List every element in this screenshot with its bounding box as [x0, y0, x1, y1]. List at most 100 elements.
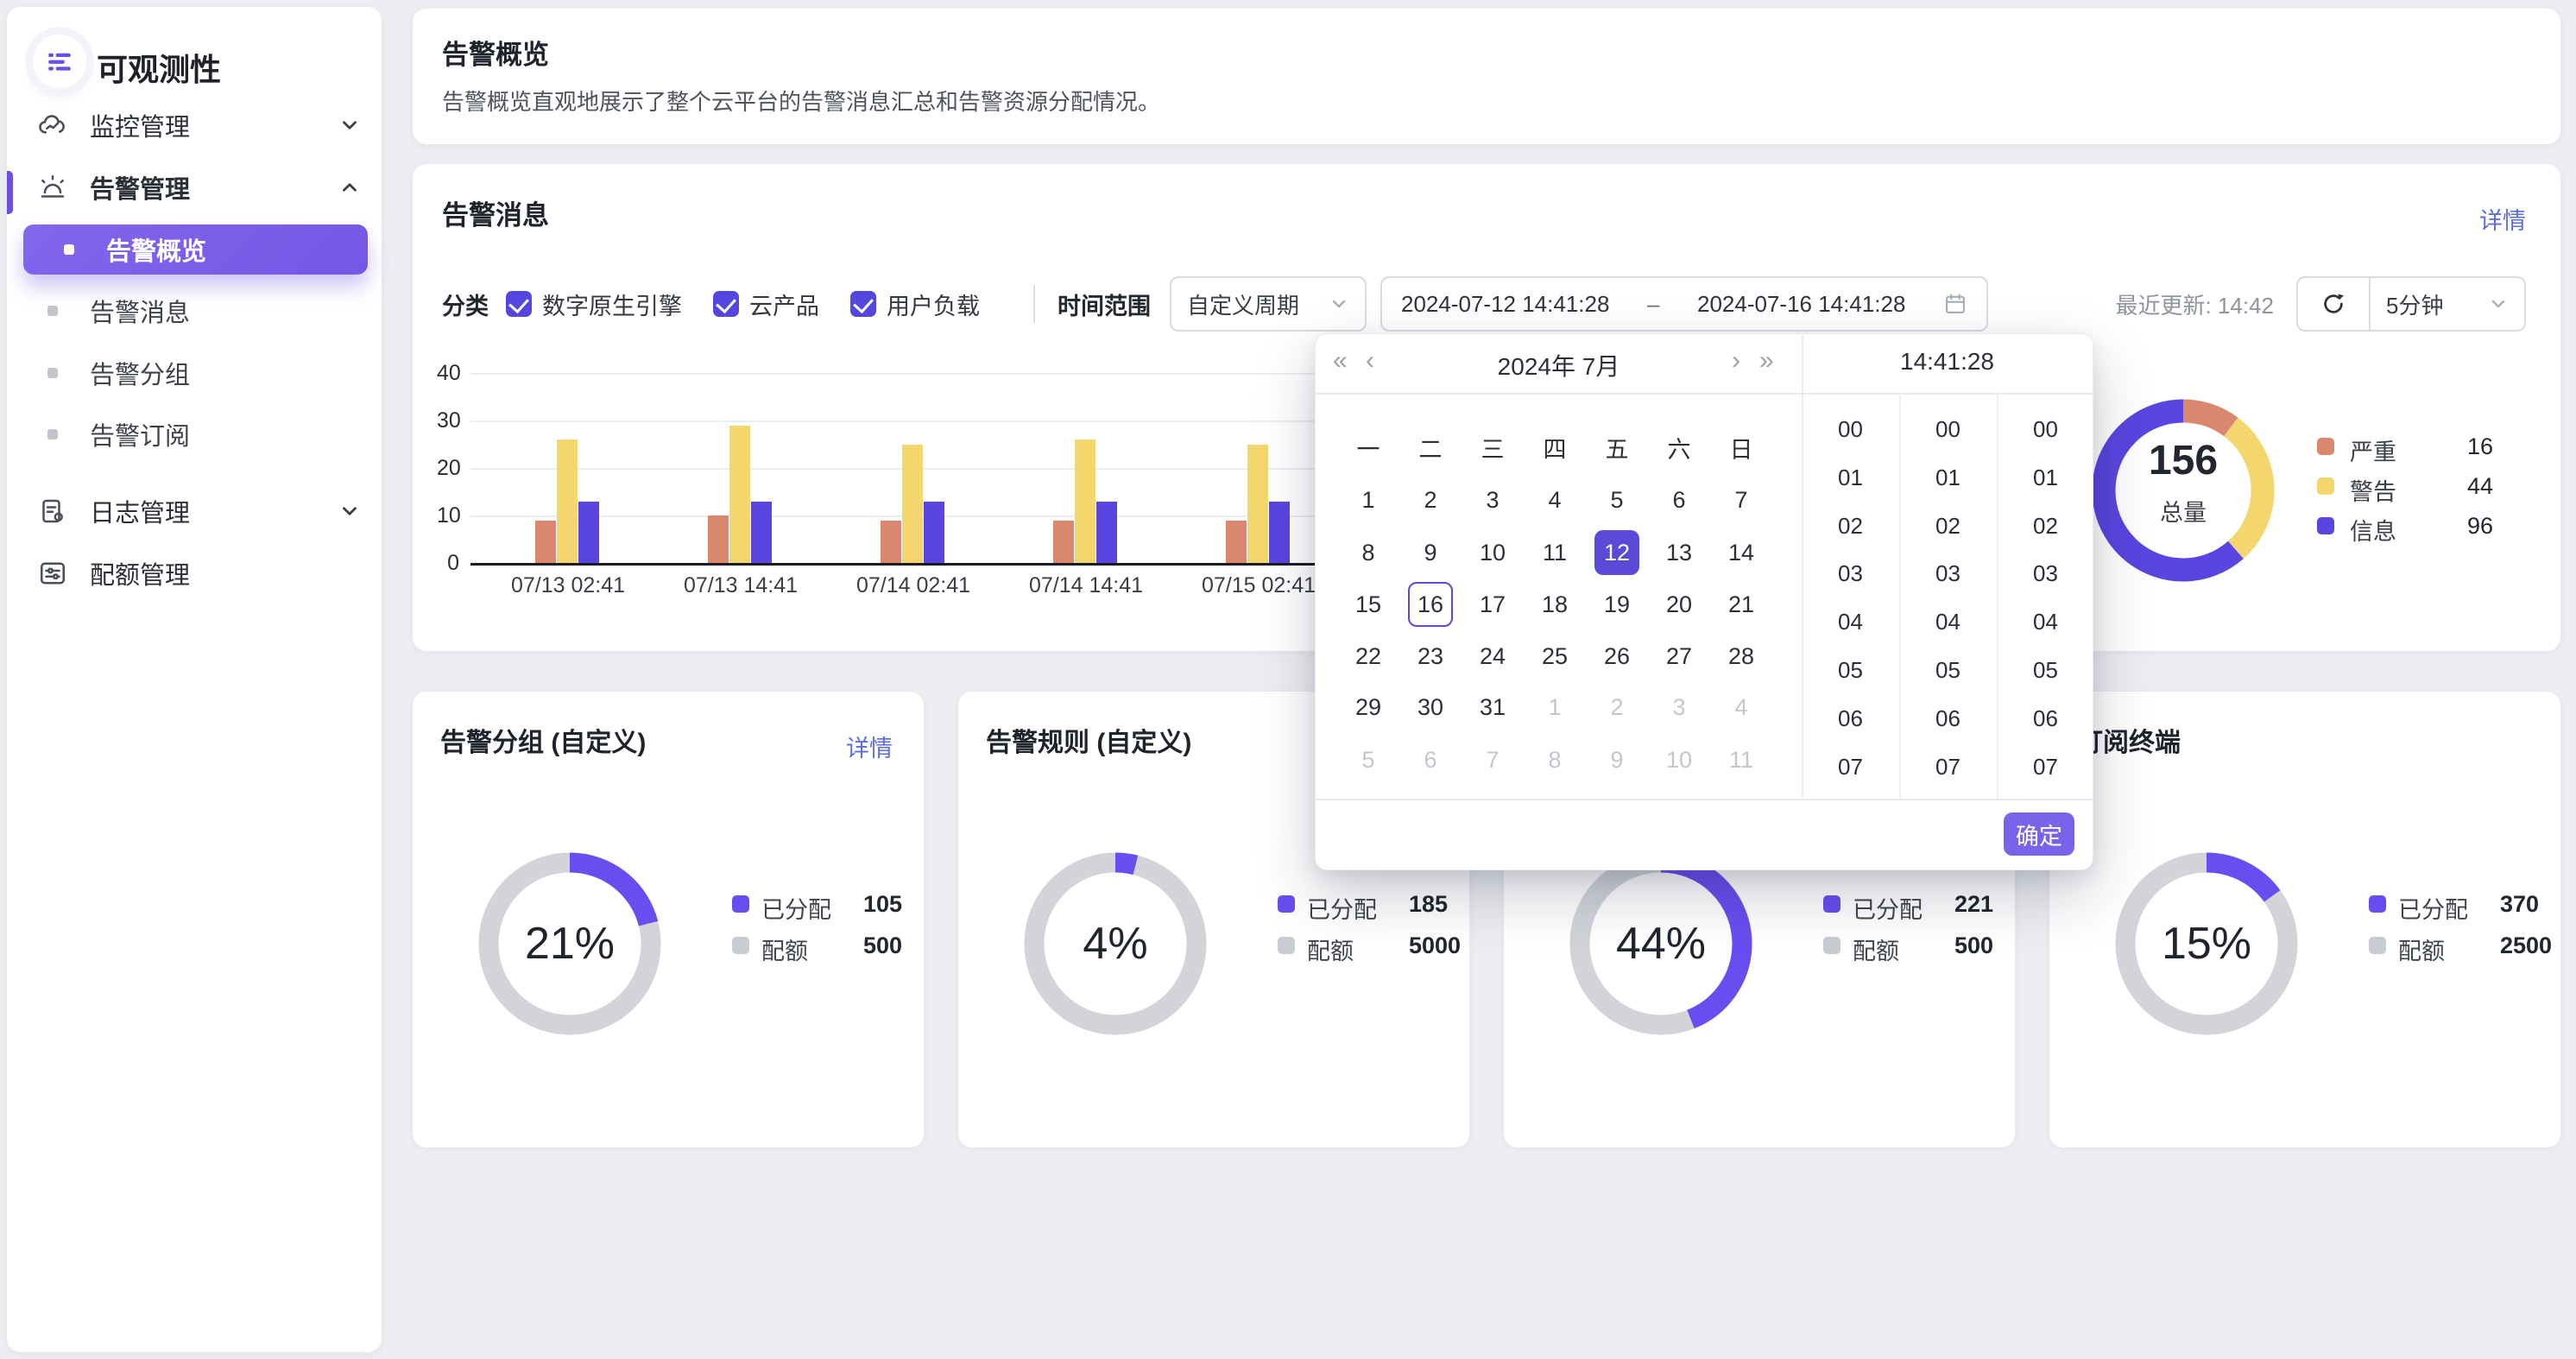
refresh-interval-value: 5分钟 [2386, 288, 2443, 320]
second-option-05[interactable]: 05 [1997, 657, 2094, 684]
allocated-label: 已分配 [761, 891, 831, 925]
day-cell-6-muted[interactable]: 6 [1408, 737, 1453, 782]
sidebar-item-告警概览[interactable]: 告警概览 [23, 224, 368, 275]
category-checkbox[interactable] [713, 291, 739, 317]
day-cell-18[interactable]: 18 [1532, 582, 1577, 627]
sidebar-item-label: 监控管理 [90, 107, 190, 143]
day-cell-3[interactable]: 3 [1470, 477, 1515, 522]
second-option-06[interactable]: 06 [1997, 705, 2094, 732]
day-cell-30[interactable]: 30 [1408, 685, 1453, 730]
sidebar-title: 可观测性 [97, 45, 221, 90]
second-option-02[interactable]: 02 [1997, 513, 2094, 540]
day-cell-4[interactable]: 4 [1532, 477, 1577, 522]
sidebar-item-告警管理[interactable]: 告警管理 [7, 162, 382, 212]
hour-option-06[interactable]: 06 [1802, 705, 1899, 732]
day-cell-2-muted[interactable]: 2 [1594, 685, 1639, 730]
minute-option-00[interactable]: 00 [1899, 416, 1997, 443]
day-cell-4-muted[interactable]: 4 [1719, 685, 1764, 730]
minute-option-02[interactable]: 02 [1899, 513, 1997, 540]
sub-item-bullet [47, 429, 58, 439]
day-cell-5-muted[interactable]: 5 [1346, 737, 1391, 782]
day-cell-26[interactable]: 26 [1594, 634, 1639, 679]
day-cell-21[interactable]: 21 [1719, 582, 1764, 627]
quota-card-details-link[interactable]: 详情 [846, 730, 893, 763]
second-option-03[interactable]: 03 [1997, 560, 2094, 587]
second-option-01[interactable]: 01 [1997, 465, 2094, 491]
hour-option-05[interactable]: 05 [1802, 657, 1899, 684]
day-cell-11-muted[interactable]: 11 [1719, 737, 1764, 782]
day-cell-13[interactable]: 13 [1657, 530, 1702, 575]
day-cell-3-muted[interactable]: 3 [1657, 685, 1702, 730]
minute-option-03[interactable]: 03 [1899, 560, 1997, 587]
day-cell-7[interactable]: 7 [1719, 477, 1764, 522]
day-cell-27[interactable]: 27 [1657, 634, 1702, 679]
sidebar-item-告警订阅[interactable]: 告警订阅 [7, 409, 382, 459]
day-cell-1[interactable]: 1 [1346, 477, 1391, 522]
sidebar-item-label: 告警概览 [106, 231, 206, 268]
day-cell-8-muted[interactable]: 8 [1532, 737, 1577, 782]
day-cell-29[interactable]: 29 [1346, 685, 1391, 730]
day-cell-14[interactable]: 14 [1719, 530, 1764, 575]
day-cell-12-selected[interactable]: 12 [1594, 530, 1639, 575]
category-checkbox[interactable] [506, 291, 532, 317]
hour-option-04[interactable]: 04 [1802, 609, 1899, 635]
day-cell-11[interactable]: 11 [1532, 530, 1577, 575]
sidebar-item-监控管理[interactable]: 监控管理 [7, 100, 382, 150]
sidebar-item-配额管理[interactable]: 配额管理 [7, 548, 382, 598]
next-year-button[interactable]: » [1759, 346, 1774, 376]
day-cell-2[interactable]: 2 [1408, 477, 1453, 522]
sidebar-item-告警消息[interactable]: 告警消息 [7, 286, 382, 336]
hour-option-02[interactable]: 02 [1802, 513, 1899, 540]
day-cell-9[interactable]: 9 [1408, 530, 1453, 575]
day-cell-1-muted[interactable]: 1 [1532, 685, 1577, 730]
alert-messages-details-link[interactable]: 详情 [2479, 202, 2526, 236]
sidebar-item-告警分组[interactable]: 告警分组 [7, 348, 382, 398]
hour-option-07[interactable]: 07 [1802, 754, 1899, 781]
hour-option-00[interactable]: 00 [1802, 416, 1899, 443]
day-cell-16-outlined[interactable]: 16 [1408, 582, 1453, 627]
day-cell-15[interactable]: 15 [1346, 582, 1391, 627]
next-month-button[interactable]: › [1732, 346, 1740, 376]
hour-option-03[interactable]: 03 [1802, 560, 1899, 587]
time-header: 14:41:28 [1802, 348, 2093, 376]
day-cell-24[interactable]: 24 [1470, 634, 1515, 679]
day-cell-23[interactable]: 23 [1408, 634, 1453, 679]
day-cell-19[interactable]: 19 [1594, 582, 1639, 627]
date-start-value: 2024-07-12 14:41:28 [1401, 291, 1609, 318]
minute-option-04[interactable]: 04 [1899, 609, 1997, 635]
hour-option-01[interactable]: 01 [1802, 465, 1899, 491]
day-cell-10[interactable]: 10 [1470, 530, 1515, 575]
day-cell-28[interactable]: 28 [1719, 634, 1764, 679]
second-option-00[interactable]: 00 [1997, 416, 2094, 443]
alerts-total-donut [2083, 390, 2283, 591]
day-cell-9-muted[interactable]: 9 [1594, 737, 1639, 782]
date-range-input[interactable]: 2024-07-12 14:41:28 – 2024-07-16 14:41:2… [1380, 276, 1988, 332]
legend-value: 44 [2467, 473, 2493, 500]
ok-button[interactable]: 确定 [2004, 812, 2074, 856]
time-column-divider [1899, 393, 1901, 799]
day-cell-5[interactable]: 5 [1594, 477, 1639, 522]
day-cell-10-muted[interactable]: 10 [1657, 737, 1702, 782]
day-cell-8[interactable]: 8 [1346, 530, 1391, 575]
minute-option-05[interactable]: 05 [1899, 657, 1997, 684]
day-cell-22[interactable]: 22 [1346, 634, 1391, 679]
day-cell-20[interactable]: 20 [1657, 582, 1702, 627]
minute-option-06[interactable]: 06 [1899, 705, 1997, 732]
minute-option-01[interactable]: 01 [1899, 465, 1997, 491]
refresh-button[interactable] [2298, 278, 2371, 330]
period-select[interactable]: 自定义周期 [1170, 276, 1367, 332]
category-checkbox[interactable] [850, 291, 876, 317]
app-logo[interactable] [33, 35, 86, 88]
day-cell-6[interactable]: 6 [1657, 477, 1702, 522]
day-cell-17[interactable]: 17 [1470, 582, 1515, 627]
second-option-07[interactable]: 07 [1997, 754, 2094, 781]
legend-swatch [2317, 517, 2334, 534]
refresh-interval-select[interactable]: 5分钟 [2371, 288, 2524, 320]
second-option-04[interactable]: 04 [1997, 609, 2094, 635]
month-year-label[interactable]: 2024年 7月 [1316, 348, 1802, 382]
minute-option-07[interactable]: 07 [1899, 754, 1997, 781]
sidebar-item-日志管理[interactable]: 日志管理 [7, 486, 382, 536]
day-cell-31[interactable]: 31 [1470, 685, 1515, 730]
day-cell-7-muted[interactable]: 7 [1470, 737, 1515, 782]
day-cell-25[interactable]: 25 [1532, 634, 1577, 679]
